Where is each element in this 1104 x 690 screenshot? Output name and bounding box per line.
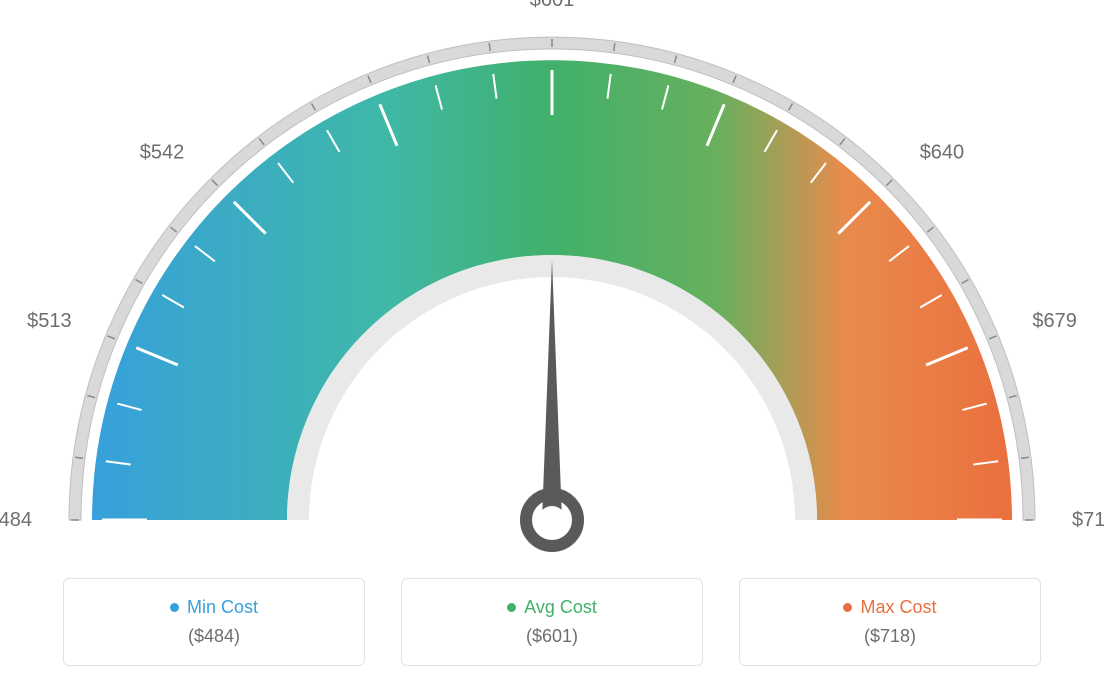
gauge-tick-label: $679	[1032, 310, 1077, 332]
legend-dot-min	[170, 603, 179, 612]
legend-dot-max	[843, 603, 852, 612]
legend-card-max: Max Cost ($718)	[739, 578, 1041, 666]
legend-label-min: Min Cost	[187, 597, 258, 618]
legend-label-max: Max Cost	[860, 597, 936, 618]
gauge-needle	[542, 260, 562, 520]
gauge-tick-label: $640	[920, 141, 965, 163]
legend-value-min: ($484)	[188, 626, 240, 647]
gauge-tick-label: $718	[1072, 509, 1104, 531]
legend-value-max: ($718)	[864, 626, 916, 647]
legend-card-min: Min Cost ($484)	[63, 578, 365, 666]
legend-value-avg: ($601)	[526, 626, 578, 647]
gauge-tick-label: $513	[27, 310, 72, 332]
legend-card-avg: Avg Cost ($601)	[401, 578, 703, 666]
gauge-tick-label: $542	[140, 141, 185, 163]
legend-dot-avg	[507, 603, 516, 612]
legend-label-avg: Avg Cost	[524, 597, 597, 618]
gauge-tick-label: $601	[530, 0, 575, 11]
legend-row: Min Cost ($484) Avg Cost ($601) Max Cost…	[0, 578, 1104, 666]
gauge-tick-label: $484	[0, 509, 32, 531]
